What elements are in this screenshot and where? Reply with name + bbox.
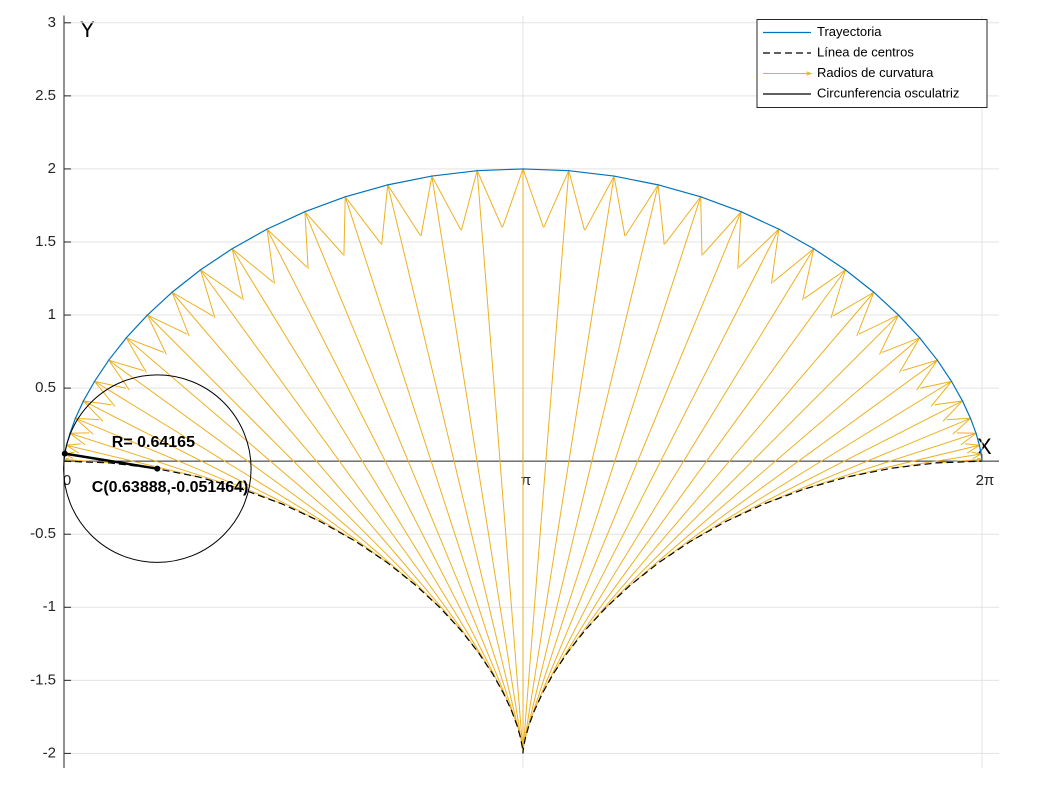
y-tick-label: 3: [48, 14, 56, 31]
trajectory-line: [63, 168, 983, 462]
y-tick-label: -0.5: [30, 525, 56, 542]
center-point: [154, 465, 161, 472]
y-tick-label: 0.5: [35, 379, 56, 396]
y-tick-label: 2.5: [35, 87, 56, 104]
center-label: C(0.63888,-0.051464): [92, 479, 249, 496]
x-tick-label: 2π: [976, 472, 995, 489]
legend-label: Radios de curvatura: [817, 65, 934, 80]
x-tick-label: 0: [63, 472, 71, 489]
x-tick-label: π: [521, 472, 531, 489]
osculating-circle: [63, 374, 252, 563]
y-tick-label: -1: [43, 598, 56, 615]
legend-label: Línea de centros: [817, 44, 914, 59]
y-tick-label: -2: [43, 744, 56, 761]
y-axis-label: Y: [80, 17, 95, 42]
legend-label: Circunferencia osculatriz: [817, 85, 959, 100]
legend-label: Trayectoria: [817, 24, 882, 39]
radius-segment: [64, 452, 158, 470]
curve-point: [61, 450, 68, 457]
centers-line: [63, 460, 982, 754]
y-tick-label: 1: [48, 306, 56, 323]
curvature-radius: [763, 71, 813, 76]
legend-box: [756, 19, 988, 108]
y-tick-label: -1.5: [30, 671, 56, 688]
legend: Trayectoria Línea de centros Radios de cur…: [756, 19, 988, 108]
y-tick-label: 1.5: [35, 233, 56, 250]
y-tick-label: 2: [48, 160, 56, 177]
radius-label: R= 0.64165: [112, 434, 195, 451]
